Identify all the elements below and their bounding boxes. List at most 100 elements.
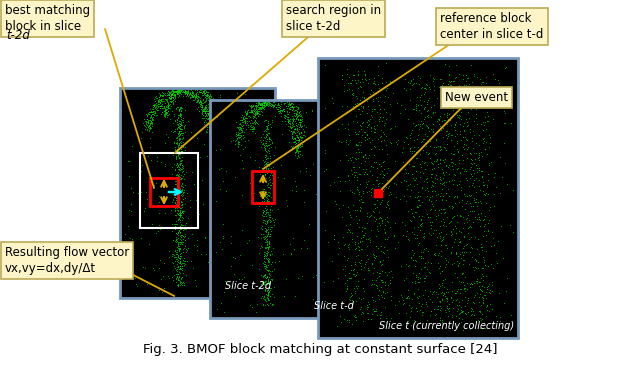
Point bbox=[438, 236, 448, 242]
Point bbox=[215, 121, 225, 127]
Point bbox=[351, 131, 361, 137]
Point bbox=[166, 91, 177, 97]
Point bbox=[403, 287, 413, 293]
Point bbox=[173, 217, 183, 223]
Point bbox=[175, 126, 185, 132]
Point bbox=[171, 239, 181, 245]
Point bbox=[245, 109, 255, 115]
Point bbox=[256, 243, 266, 249]
Point bbox=[166, 90, 177, 96]
Point bbox=[445, 86, 455, 92]
Point bbox=[415, 164, 426, 170]
Point bbox=[404, 302, 414, 308]
Point bbox=[149, 182, 159, 188]
Point bbox=[481, 232, 491, 238]
Point bbox=[148, 108, 159, 114]
Point bbox=[260, 263, 271, 269]
Point bbox=[198, 88, 208, 94]
Point bbox=[255, 139, 266, 145]
Point bbox=[184, 92, 194, 98]
Point bbox=[445, 78, 456, 84]
Point bbox=[195, 101, 205, 107]
Point bbox=[142, 127, 152, 132]
Point bbox=[356, 238, 367, 244]
Point bbox=[231, 137, 241, 143]
Point bbox=[263, 289, 273, 295]
Point bbox=[173, 264, 183, 270]
Point bbox=[175, 224, 185, 230]
Point bbox=[139, 122, 149, 127]
Point bbox=[262, 295, 272, 301]
Point bbox=[454, 302, 465, 308]
Point bbox=[175, 130, 186, 136]
Point bbox=[263, 192, 273, 198]
Point bbox=[207, 105, 218, 111]
Point bbox=[338, 106, 348, 112]
Point bbox=[262, 118, 273, 124]
Point bbox=[486, 159, 497, 165]
Point bbox=[175, 265, 185, 271]
Point bbox=[488, 71, 498, 77]
Point bbox=[263, 217, 273, 223]
Point bbox=[262, 265, 273, 270]
Point bbox=[508, 187, 518, 193]
Point bbox=[264, 212, 274, 218]
Point bbox=[436, 280, 447, 286]
Point bbox=[259, 234, 269, 240]
Point bbox=[275, 107, 285, 112]
Point bbox=[288, 105, 298, 111]
Point bbox=[177, 123, 187, 128]
Point bbox=[261, 124, 271, 130]
Point bbox=[376, 277, 387, 283]
Point bbox=[245, 154, 255, 160]
Point bbox=[173, 87, 184, 93]
Point bbox=[268, 184, 278, 190]
Point bbox=[372, 226, 382, 232]
Point bbox=[255, 111, 265, 117]
Point bbox=[209, 104, 219, 109]
Point bbox=[278, 107, 288, 112]
Point bbox=[209, 119, 220, 125]
Point bbox=[413, 286, 424, 292]
Point bbox=[204, 119, 214, 124]
Point bbox=[174, 89, 184, 94]
Point bbox=[232, 276, 242, 282]
Point bbox=[353, 171, 364, 177]
Point bbox=[350, 129, 360, 135]
Point bbox=[173, 277, 183, 283]
Point bbox=[444, 72, 454, 78]
Point bbox=[255, 101, 266, 107]
Point bbox=[283, 117, 293, 123]
Point bbox=[380, 229, 390, 235]
Point bbox=[456, 304, 467, 310]
Point bbox=[384, 81, 394, 86]
Point bbox=[356, 224, 367, 229]
Point bbox=[453, 165, 463, 171]
Point bbox=[236, 127, 246, 132]
Point bbox=[386, 140, 396, 146]
Point bbox=[399, 139, 409, 145]
Point bbox=[256, 231, 266, 237]
Point bbox=[168, 95, 178, 101]
Point bbox=[433, 157, 443, 163]
Point bbox=[186, 92, 196, 97]
Point bbox=[266, 228, 276, 234]
Point bbox=[372, 276, 382, 281]
Point bbox=[205, 107, 216, 113]
Point bbox=[164, 95, 174, 101]
Point bbox=[180, 220, 191, 226]
Point bbox=[440, 120, 450, 126]
Point bbox=[246, 109, 256, 115]
Point bbox=[264, 238, 274, 244]
Point bbox=[170, 226, 180, 232]
Point bbox=[172, 274, 182, 280]
Point bbox=[173, 146, 183, 152]
Point bbox=[258, 100, 268, 106]
Point bbox=[257, 278, 268, 284]
Point bbox=[365, 239, 375, 245]
Point bbox=[411, 168, 421, 174]
Point bbox=[465, 223, 475, 229]
Point bbox=[172, 139, 182, 145]
Point bbox=[335, 178, 346, 184]
Point bbox=[444, 163, 454, 168]
